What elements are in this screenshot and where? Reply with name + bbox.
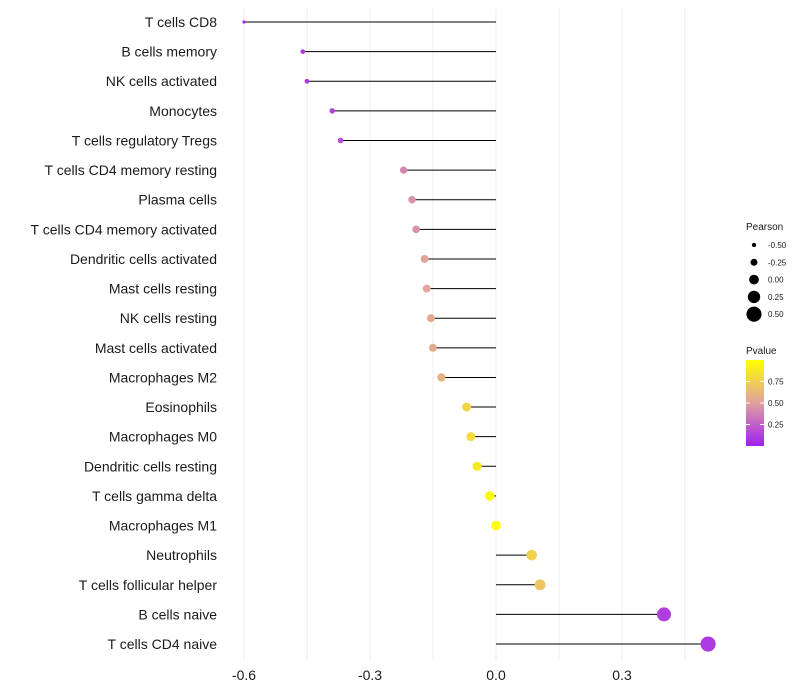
size-legend-label: -0.25 (768, 258, 787, 267)
data-point (422, 284, 431, 293)
size-legend-key (750, 258, 758, 266)
category-label: NK cells activated (106, 73, 217, 89)
category-label: Dendritic cells resting (84, 458, 217, 474)
size-legend-label: 0.25 (768, 293, 784, 302)
category-label: NK cells resting (120, 310, 217, 326)
points (242, 20, 716, 652)
data-point (657, 607, 671, 622)
size-legend-label: -0.50 (768, 241, 787, 250)
size-legend-label: 0.50 (768, 310, 784, 319)
data-point (491, 520, 501, 531)
color-legend-label: 0.75 (768, 378, 784, 387)
x-tick-label: -0.6 (232, 667, 256, 683)
category-label: Mast cells resting (109, 281, 217, 297)
size-legend: -0.50 -0.25 0.00 0.25 0.50 (746, 241, 787, 322)
category-label: T cells CD4 naive (108, 636, 218, 652)
data-point (428, 343, 438, 352)
category-labels: T cells CD8 B cells memory NK cells activa… (31, 14, 218, 652)
data-point (534, 579, 546, 591)
data-point (408, 195, 416, 204)
color-legend-bar (746, 360, 764, 446)
category-label: T cells regulatory Tregs (72, 132, 217, 148)
data-point (304, 78, 310, 84)
data-point (484, 491, 495, 501)
category-label: T cells CD8 (145, 14, 217, 30)
color-legend-label: 0.50 (768, 399, 784, 408)
data-point (420, 255, 429, 263)
category-label: Macrophages M1 (109, 518, 217, 534)
x-axis-ticks: -0.6 -0.3 0.0 0.3 (232, 667, 632, 683)
category-label: Macrophages M0 (109, 429, 217, 445)
data-point (472, 461, 482, 471)
size-legend-label: 0.00 (768, 276, 784, 285)
category-label: Dendritic cells activated (70, 251, 217, 267)
x-tick-label: 0.0 (486, 667, 506, 683)
legend: Pearson -0.50 -0.25 0.00 0.25 0.50 Pvalue 0.… (746, 222, 787, 446)
category-label: Neutrophils (146, 547, 217, 563)
data-point (526, 549, 537, 561)
data-point (399, 166, 408, 174)
size-legend-key (751, 242, 757, 248)
category-label: B cells naive (138, 606, 217, 622)
data-point (426, 314, 435, 323)
data-point (700, 636, 716, 652)
size-legend-key (749, 274, 759, 285)
category-label: T cells CD4 memory resting (45, 162, 217, 178)
category-label: Plasma cells (138, 192, 217, 208)
color-legend-ticks: 0.75 0.50 0.25 (746, 378, 784, 430)
category-label: Eosinophils (145, 399, 217, 415)
category-label: T cells follicular helper (79, 577, 218, 593)
category-label: T cells CD4 memory activated (31, 221, 217, 237)
x-tick-label: 0.3 (612, 667, 632, 683)
data-point (466, 432, 476, 442)
color-legend-title: Pvalue (746, 346, 777, 357)
data-point (300, 49, 306, 54)
category-label: Monocytes (149, 103, 217, 119)
category-label: B cells memory (121, 44, 217, 60)
data-point (437, 373, 446, 382)
size-legend-key (747, 290, 761, 304)
data-point (337, 137, 344, 144)
x-tick-label: -0.3 (358, 667, 382, 683)
color-legend-label: 0.25 (768, 421, 784, 430)
category-label: T cells gamma delta (92, 488, 217, 504)
data-point (242, 20, 246, 24)
data-point (462, 402, 472, 412)
gridlines (243, 8, 686, 660)
category-label: Mast cells activated (95, 340, 217, 356)
data-point (412, 225, 421, 234)
category-label: Macrophages M2 (109, 369, 217, 385)
stems (244, 21, 709, 645)
size-legend-title: Pearson (746, 222, 783, 233)
data-point (329, 108, 335, 114)
size-legend-key (746, 306, 762, 322)
